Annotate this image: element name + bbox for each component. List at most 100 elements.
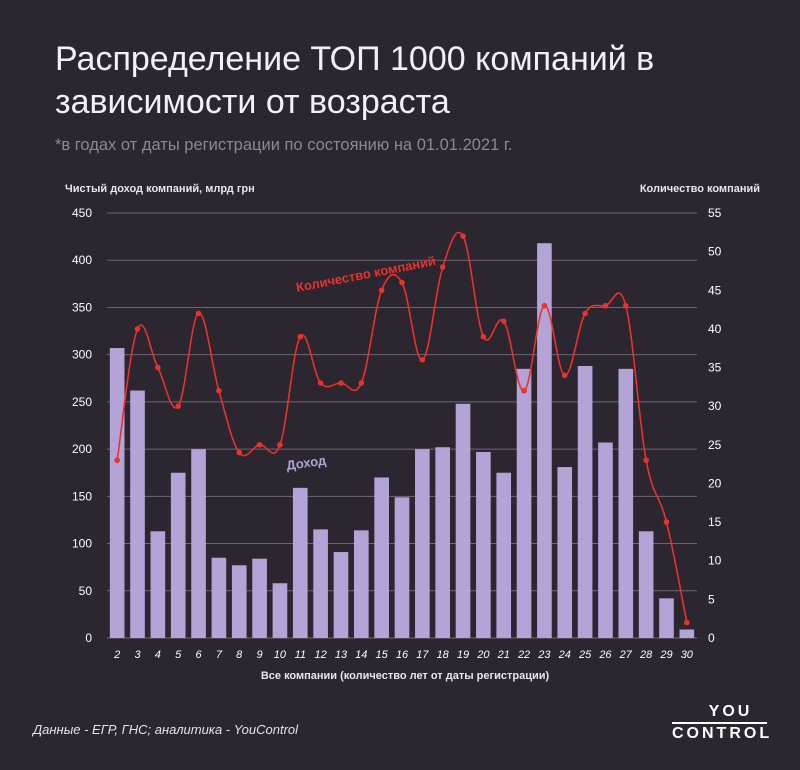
- y-right-tick-label: 5: [708, 592, 715, 606]
- line-point: [541, 302, 548, 309]
- bar: [516, 368, 532, 638]
- x-tick-label: 25: [578, 649, 592, 661]
- x-tick-label: 12: [314, 649, 326, 661]
- source-note: Данные - ЕГР, ГНС; аналитика - YouContro…: [33, 722, 299, 737]
- bar: [618, 368, 634, 638]
- y-axis-left-title: Чистый доход компаний, млрд грн: [65, 183, 255, 195]
- line-point: [155, 364, 161, 371]
- y-left-tick-label: 400: [72, 253, 92, 267]
- bar: [435, 447, 451, 638]
- bar: [292, 487, 308, 638]
- x-tick-label: 8: [236, 649, 243, 661]
- line-point: [561, 372, 568, 379]
- y-right-tick-label: 55: [708, 206, 722, 220]
- bar: [191, 449, 206, 638]
- x-tick-label: 11: [295, 649, 306, 661]
- bar: [130, 390, 145, 638]
- x-tick-label: 24: [558, 649, 571, 661]
- line-point: [134, 326, 141, 332]
- bar: [679, 629, 695, 638]
- line-point: [419, 357, 426, 363]
- y-right-tick-label: 35: [708, 361, 722, 375]
- line-point: [521, 387, 527, 394]
- y-left-tick-label: 450: [72, 206, 92, 220]
- line-point: [195, 310, 202, 317]
- x-axis-title: Все компании (количество лет от даты рег…: [260, 670, 550, 682]
- bar: [170, 472, 186, 638]
- chart-subtitle: *в годах от даты регистрации по состояни…: [55, 136, 513, 154]
- line-point: [460, 233, 466, 239]
- line-path: [116, 231, 688, 623]
- line-point: [297, 333, 304, 340]
- x-tick-label: 4: [155, 649, 161, 661]
- bar: [211, 557, 227, 638]
- y-left-tick-label: 150: [72, 489, 92, 503]
- line-point: [114, 457, 120, 464]
- bar: [455, 403, 471, 638]
- line-point: [175, 403, 182, 409]
- bar-series-label: Доход: [285, 452, 327, 473]
- y-right-tick-label: 10: [708, 554, 722, 568]
- bar: [353, 530, 369, 638]
- y-right-tick-label: 40: [708, 322, 722, 336]
- y-right-tick-label: 0: [708, 631, 715, 645]
- line-point: [643, 457, 649, 464]
- bar: [659, 598, 674, 638]
- line-point: [317, 380, 324, 386]
- y-right-tick-label: 25: [708, 438, 722, 452]
- x-tick-label: 7: [216, 649, 223, 661]
- y-left-tick-label: 50: [79, 584, 93, 598]
- y-axis-left-ticks: 0 50 100 150 200 250 300 350 400 450: [72, 206, 92, 645]
- x-tick-label: 14: [355, 649, 367, 661]
- series-labels: Доход Количество компаний: [285, 253, 437, 473]
- bar: [374, 477, 389, 638]
- youcontrol-logo: YOU CONTROL: [672, 703, 773, 743]
- line-series: [114, 231, 690, 626]
- x-tick-label: 30: [681, 649, 694, 661]
- line-point: [256, 442, 263, 448]
- logo-line2: CONTROL: [672, 725, 773, 742]
- bar-series: [109, 243, 695, 638]
- bar: [150, 531, 166, 638]
- x-axis-ticks: 2 3 4 5 6 7 8 9 10 11 12 13 14 15 16 17 18 19 20 21 22 23 24 25…: [113, 649, 694, 661]
- bar: [394, 497, 410, 638]
- x-tick-label: 21: [497, 649, 510, 661]
- y-right-tick-label: 45: [708, 283, 722, 297]
- line-point: [500, 318, 507, 324]
- bar: [476, 451, 491, 638]
- x-tick-label: 2: [113, 649, 120, 661]
- x-tick-label: 20: [476, 649, 490, 661]
- line-point: [399, 279, 405, 286]
- line-point: [663, 519, 670, 525]
- y-axis-right-ticks: 0 5 10 15 20 25 30 35 40 45 50 55: [708, 206, 722, 645]
- line-series-label: Количество компаний: [295, 253, 437, 295]
- line-point: [216, 387, 222, 394]
- x-tick-label: 27: [619, 649, 633, 661]
- y-left-tick-label: 100: [72, 537, 92, 551]
- x-tick-label: 5: [175, 649, 182, 661]
- x-tick-label: 29: [659, 649, 672, 661]
- y-left-tick-label: 0: [85, 631, 92, 645]
- line-point: [277, 442, 283, 448]
- line-point: [622, 302, 629, 309]
- x-tick-label: 15: [376, 649, 389, 661]
- line-point: [439, 264, 446, 270]
- bar: [333, 552, 349, 638]
- line-point: [480, 333, 487, 340]
- bar: [577, 366, 593, 638]
- bar: [231, 565, 247, 638]
- x-tick-label: 9: [257, 649, 263, 661]
- bar: [313, 529, 328, 638]
- x-tick-label: 19: [457, 649, 469, 661]
- x-tick-label: 3: [134, 649, 141, 661]
- y-left-tick-label: 250: [72, 395, 92, 409]
- line-point: [236, 449, 243, 456]
- bar: [109, 348, 125, 638]
- y-right-tick-label: 30: [708, 399, 722, 413]
- bar: [638, 531, 654, 638]
- x-tick-label: 10: [274, 649, 287, 661]
- line-point: [684, 619, 690, 626]
- chart-title: Распределение ТОП 1000 компаний в зависи…: [55, 40, 655, 121]
- y-left-tick-label: 350: [72, 300, 92, 314]
